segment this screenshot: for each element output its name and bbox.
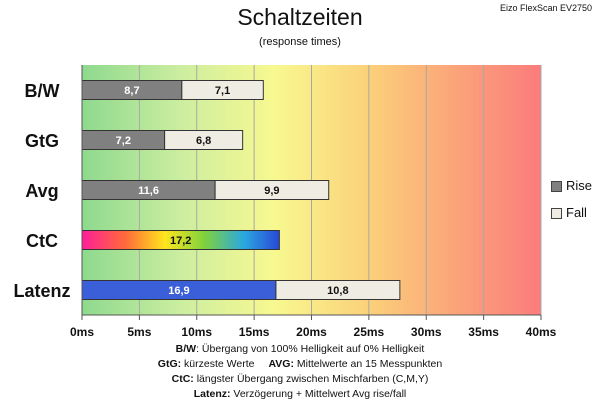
x-tick-label: 15ms	[239, 325, 270, 339]
bar-fall	[181, 80, 264, 100]
note-avg-text: Mittelwerte an 15 Messpunkten	[293, 358, 443, 370]
legend-fall-swatch	[551, 208, 562, 220]
x-tick-label: 10ms	[181, 325, 212, 339]
category-label: CtC	[26, 231, 58, 251]
note-gtg-key: GtG:	[157, 358, 182, 370]
category-label: Latenz	[13, 281, 70, 301]
bar-rise-label: 8,7	[124, 85, 139, 97]
response-time-chart: 8,7 7,1 7,2 6,8 11,6 9,9 17,2 16,9 10,8 B/W GtG Av…	[13, 65, 557, 339]
category-label: B/W	[25, 81, 60, 101]
chart-title: Schaltzeiten	[237, 4, 363, 30]
category-label: GtG	[25, 131, 59, 151]
note-gtg-text: kürzeste Werte	[181, 358, 255, 370]
bar-fall-label: 10,8	[327, 285, 348, 297]
legend-rise-label: Rise	[566, 178, 593, 193]
chart-notes: B/W: Übergang von 100% Helligkeit auf 0%…	[0, 342, 600, 402]
x-tick-label: 35ms	[468, 325, 499, 339]
legend-fall-label: Fall	[566, 205, 587, 220]
x-tick-label: 5ms	[127, 325, 151, 339]
note-bw-key: B/W	[175, 343, 197, 355]
bar-fall-label: 9,9	[264, 185, 279, 197]
bar-fall-label: 7,1	[215, 85, 230, 97]
bar-fall-label: 6,8	[196, 135, 211, 147]
legend-rise: Rise	[551, 178, 592, 193]
note-ctc-key: CtC:	[171, 373, 194, 385]
note-latenz-key: Latenz:	[193, 388, 231, 400]
bar-rise-label: 11,6	[138, 185, 159, 197]
bar-rise-label: 16,9	[168, 285, 189, 297]
category-label: Avg	[25, 181, 58, 201]
x-tick-label: 25ms	[354, 325, 385, 339]
legend-rise-swatch	[551, 181, 562, 193]
note-ctc-text: längster Übergang zwischen Mischfarben (…	[193, 373, 429, 385]
bar-fall	[214, 180, 330, 200]
x-tick-label: 0ms	[70, 325, 94, 339]
bar-fall	[164, 130, 244, 150]
bar-rise-label: 7,2	[116, 135, 131, 147]
note-latenz-text: Verzögerung + Mittelwert Avg rise/fall	[230, 388, 407, 400]
note-bw-text: : Übergang von 100% Helligkeit auf 0% He…	[196, 343, 425, 355]
bar-fall	[275, 280, 401, 300]
monitor-name: Eizo FlexScan EV2750	[499, 3, 592, 13]
x-tick-label: 40ms	[526, 325, 557, 339]
bar-rise-label: 17,2	[170, 235, 191, 247]
legend-fall: Fall	[551, 205, 587, 220]
x-tick-label: 20ms	[296, 325, 327, 339]
chart-subtitle: (response times)	[259, 36, 341, 48]
x-tick-label: 30ms	[411, 325, 442, 339]
note-avg-key: AVG:	[268, 358, 294, 370]
